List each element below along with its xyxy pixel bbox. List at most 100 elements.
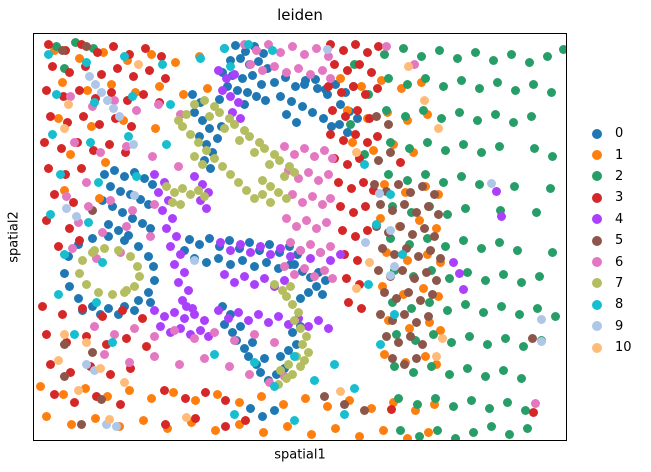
scatter-point-cluster-2 [522, 423, 532, 433]
scatter-point-cluster-2 [470, 47, 480, 57]
scatter-point-cluster-3 [76, 39, 86, 49]
scatter-point-cluster-3 [366, 67, 376, 77]
scatter-point-cluster-10 [95, 363, 105, 373]
scatter-point-cluster-2 [528, 79, 538, 89]
scatter-point-cluster-2 [456, 75, 466, 85]
scatter-point-cluster-4 [153, 187, 163, 197]
scatter-point-cluster-6 [307, 191, 317, 201]
scatter-point-cluster-5 [59, 371, 69, 381]
legend-label: 6 [615, 254, 624, 270]
scatter-point-cluster-3 [115, 399, 125, 409]
scatter-point-cluster-2 [478, 307, 488, 317]
scatter-point-cluster-2 [480, 275, 490, 285]
scatter-point-cluster-0 [145, 223, 155, 233]
scatter-point-cluster-6 [321, 217, 331, 227]
scatter-point-cluster-3 [47, 61, 57, 71]
scatter-point-cluster-1 [422, 109, 432, 119]
scatter-point-cluster-9 [129, 190, 139, 200]
scatter-point-cluster-3 [124, 49, 134, 59]
scatter-point-cluster-0 [243, 351, 253, 361]
scatter-point-cluster-0 [299, 79, 309, 89]
scatter-point-cluster-3 [395, 157, 405, 167]
scatter-point-cluster-3 [358, 177, 368, 187]
scatter-point-cluster-8 [267, 45, 277, 55]
scatter-point-cluster-2 [422, 137, 432, 147]
scatter-point-cluster-1 [418, 283, 428, 293]
scatter-point-cluster-2 [440, 241, 450, 251]
scatter-point-cluster-0 [239, 343, 249, 353]
scatter-point-cluster-5 [411, 353, 421, 363]
scatter-point-cluster-7 [209, 101, 219, 111]
scatter-point-cluster-6 [299, 49, 309, 59]
scatter-point-cluster-2 [490, 109, 500, 119]
scatter-point-cluster-6 [289, 149, 299, 159]
scatter-point-cluster-2 [395, 425, 405, 435]
scatter-point-cluster-1 [376, 75, 386, 85]
scatter-point-cluster-1 [154, 81, 164, 91]
scatter-point-cluster-3 [140, 43, 150, 53]
scatter-point-cluster-3 [240, 415, 250, 425]
scatter-point-cluster-5 [375, 199, 385, 209]
scatter-point-cluster-7 [283, 359, 293, 369]
scatter-point-cluster-1 [59, 185, 69, 195]
scatter-point-cluster-0 [189, 107, 199, 117]
scatter-point-cluster-5 [409, 273, 419, 283]
scatter-point-cluster-1 [202, 83, 212, 93]
scatter-point-cluster-6 [319, 145, 329, 155]
scatter-point-cluster-0 [326, 121, 336, 131]
scatter-point-cluster-2 [547, 151, 557, 161]
scatter-point-cluster-1 [431, 223, 441, 233]
scatter-point-cluster-0 [244, 237, 254, 247]
scatter-point-cluster-8 [97, 257, 107, 267]
legend-label: 7 [615, 275, 624, 291]
scatter-point-cluster-8 [309, 375, 319, 385]
scatter-point-cluster-4 [265, 249, 275, 259]
scatter-point-cluster-6 [97, 227, 107, 237]
scatter-point-cluster-6 [285, 237, 295, 247]
scatter-point-cluster-8 [91, 297, 101, 307]
scatter-point-cluster-7 [277, 285, 287, 295]
scatter-point-cluster-2 [402, 175, 412, 185]
scatter-point-cluster-5 [359, 405, 369, 415]
scatter-point-cluster-4 [225, 245, 235, 255]
scatter-point-cluster-0 [286, 96, 296, 106]
y-axis-label: spatial2 [6, 211, 22, 263]
scatter-point-cluster-2 [389, 361, 399, 371]
scatter-point-cluster-2 [432, 425, 442, 435]
legend-dot-icon [592, 278, 602, 289]
scatter-point-cluster-3 [41, 215, 51, 225]
scatter-point-cluster-0 [310, 74, 320, 84]
scatter-point-cluster-6 [61, 191, 71, 201]
scatter-point-cluster-0 [262, 63, 272, 73]
scatter-point-cluster-6 [269, 61, 279, 71]
scatter-point-cluster-5 [391, 293, 401, 303]
scatter-point-cluster-0 [242, 87, 252, 97]
scatter-point-cluster-4 [217, 85, 227, 95]
scatter-point-cluster-7 [279, 171, 289, 181]
scatter-point-cluster-3 [335, 201, 345, 211]
scatter-point-cluster-0 [204, 233, 214, 243]
scatter-point-cluster-3 [333, 177, 343, 187]
scatter-point-cluster-7 [113, 245, 123, 255]
scatter-point-cluster-3 [340, 111, 350, 121]
scatter-point-cluster-7 [257, 189, 267, 199]
scatter-point-cluster-2 [476, 243, 486, 253]
scatter-point-cluster-4 [177, 295, 187, 305]
scatter-point-cluster-0 [335, 99, 345, 109]
scatter-point-cluster-0 [109, 165, 119, 175]
scatter-point-cluster-6 [147, 151, 157, 161]
scatter-point-cluster-0 [123, 230, 133, 240]
scatter-point-cluster-8 [243, 39, 253, 49]
legend-label: 1 [615, 147, 624, 163]
scatter-point-cluster-5 [393, 179, 403, 189]
scatter-point-cluster-0 [317, 289, 327, 299]
scatter-point-cluster-3 [338, 135, 348, 145]
scatter-point-cluster-1 [53, 113, 63, 123]
scatter-point-cluster-4 [179, 313, 189, 323]
scatter-point-cluster-7 [241, 185, 251, 195]
scatter-point-cluster-5 [381, 331, 391, 341]
scatter-point-cluster-3 [341, 273, 351, 283]
scatter-point-cluster-7 [269, 279, 279, 289]
scatter-point-cluster-9 [385, 270, 395, 280]
scatter-point-cluster-3 [350, 129, 360, 139]
